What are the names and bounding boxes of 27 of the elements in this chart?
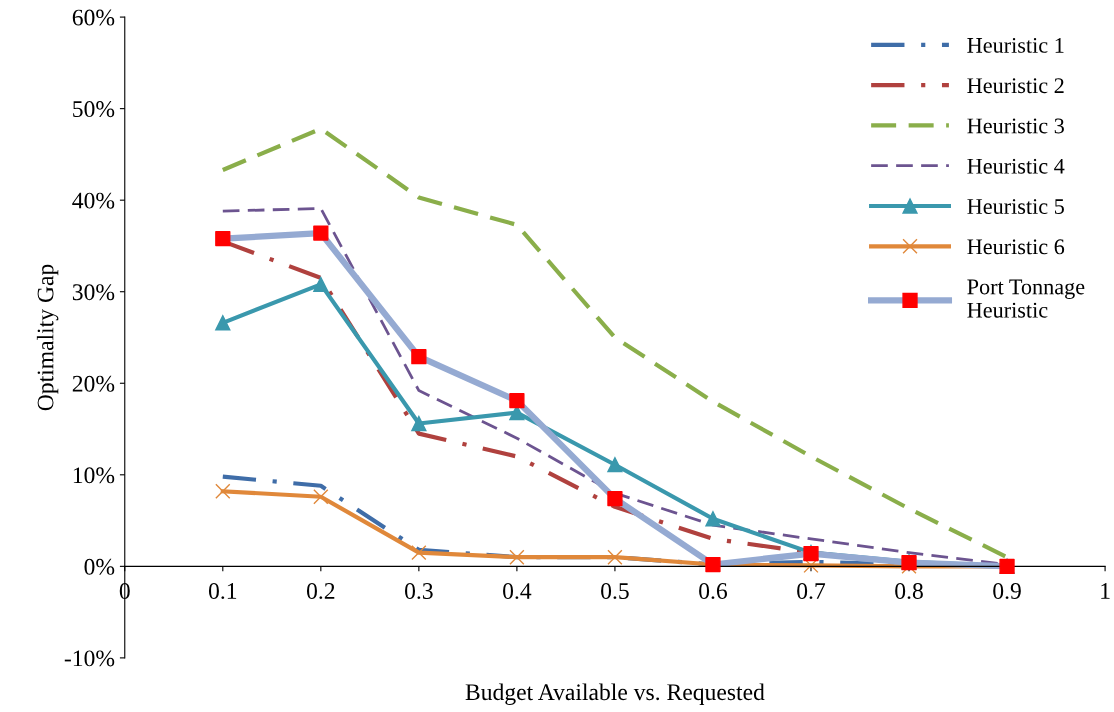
y-tick-label: 40%	[72, 192, 115, 209]
y-tick-label: 20%	[72, 375, 115, 392]
y-tick-label: 30%	[72, 284, 115, 301]
x-tick-label: 0.3	[405, 583, 433, 600]
y-tick-label: -10%	[64, 650, 115, 667]
x-tick-label: 0.2	[306, 583, 335, 600]
x-tick-label: 0.4	[503, 583, 532, 600]
legend-label: Port Tonnage Heuristic	[967, 279, 1085, 318]
legend-label: Heuristic 4	[967, 158, 1065, 174]
x-tick-label: 0.8	[895, 583, 923, 600]
legend-label: Heuristic 1	[967, 37, 1064, 53]
y-tick-label: 60%	[72, 9, 115, 26]
y-tick-label: 50%	[73, 101, 115, 118]
legend-label: Heuristic 3	[967, 118, 1064, 134]
x-tick-label: 0.7	[797, 583, 826, 600]
legend-label: Heuristic 2	[967, 78, 1064, 94]
x-tick-label: 0.6	[699, 583, 728, 600]
x-axis-title: Budget Available vs. Requested	[465, 683, 765, 705]
legend-label: Heuristic 6	[967, 239, 1065, 255]
x-tick-label: 0.5	[601, 583, 629, 600]
x-tick-label: 0.9	[993, 583, 1021, 600]
x-tick-label: 1	[1101, 583, 1110, 599]
x-tick-label: 0.1	[208, 583, 237, 600]
y-tick-label: 0%	[84, 558, 115, 575]
y-tick-label: 10%	[73, 467, 115, 484]
y-axis-title: Optimality Gap	[36, 264, 59, 411]
legend-label: Heuristic 5	[967, 199, 1064, 215]
